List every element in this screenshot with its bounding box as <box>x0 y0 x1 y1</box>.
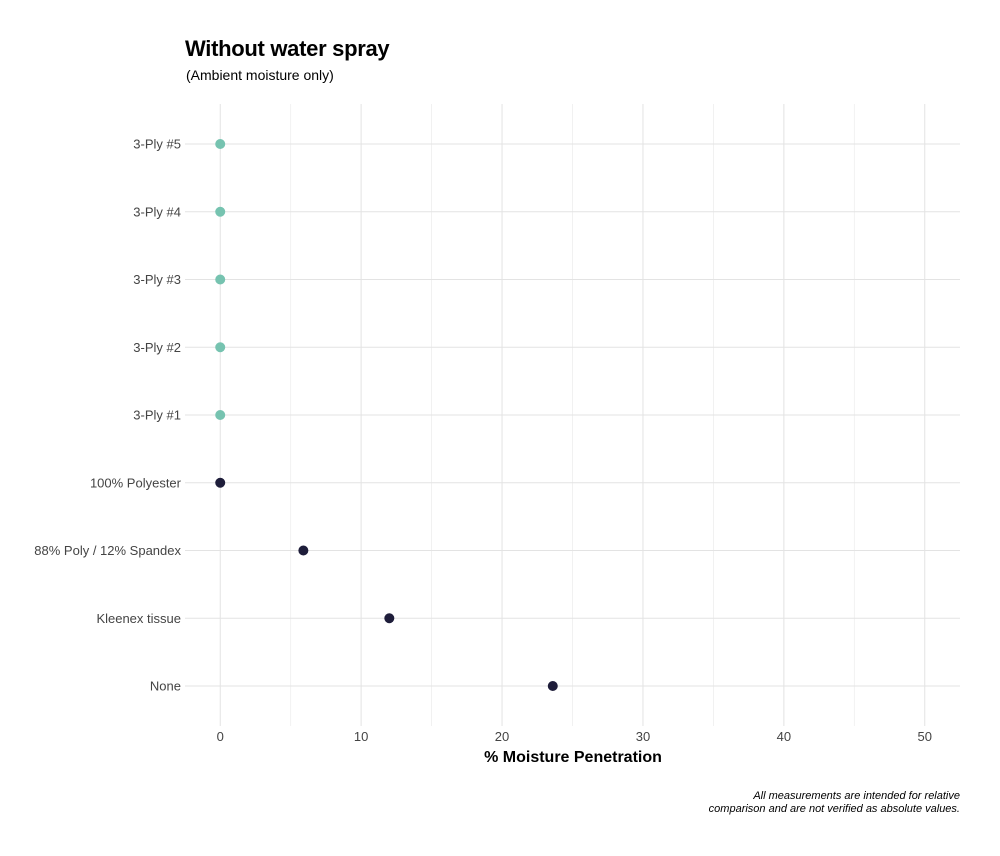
y-tick-label: 3-Ply #1 <box>133 408 181 423</box>
y-tick-label: None <box>150 679 181 694</box>
chart-caption: All measurements are intended for relati… <box>640 790 960 816</box>
x-tick-label: 20 <box>495 729 509 744</box>
data-point <box>215 477 226 488</box>
y-tick-label: 3-Ply #5 <box>133 137 181 152</box>
y-tick-label: Kleenex tissue <box>96 611 181 626</box>
data-point <box>298 545 309 556</box>
caption-line-1: All measurements are intended for relati… <box>753 790 960 802</box>
y-tick-label: 3-Ply #3 <box>133 272 181 287</box>
data-points <box>215 139 558 691</box>
data-point <box>215 274 226 285</box>
x-tick-label: 40 <box>777 729 791 744</box>
data-point <box>215 410 226 420</box>
x-tick-label: 10 <box>354 729 368 744</box>
chart-subtitle: (Ambient moisture only) <box>186 67 334 83</box>
y-tick-label: 100% Polyester <box>90 475 182 490</box>
chart-title: Without water spray <box>185 36 390 61</box>
data-point <box>215 139 226 149</box>
x-tick-label: 0 <box>217 729 224 744</box>
data-point <box>384 613 395 624</box>
data-point <box>215 342 226 353</box>
y-tick-labels: None Kleenex tissue 88% Poly / 12% Spandex… <box>34 137 181 694</box>
y-tick-label: 3-Ply #4 <box>133 204 181 219</box>
grid-lines <box>185 104 960 726</box>
data-point <box>547 681 558 691</box>
x-tick-label: 50 <box>918 729 932 744</box>
x-axis-label: % Moisture Penetration <box>484 749 662 766</box>
data-point <box>215 206 226 217</box>
x-tick-label: 30 <box>636 729 650 744</box>
x-tick-labels: 0 10 20 30 40 50 <box>217 729 932 744</box>
y-tick-label: 88% Poly / 12% Spandex <box>34 543 181 558</box>
caption-line-2: comparison and are not verified as absol… <box>708 803 960 815</box>
y-tick-label: 3-Ply #2 <box>133 340 181 355</box>
